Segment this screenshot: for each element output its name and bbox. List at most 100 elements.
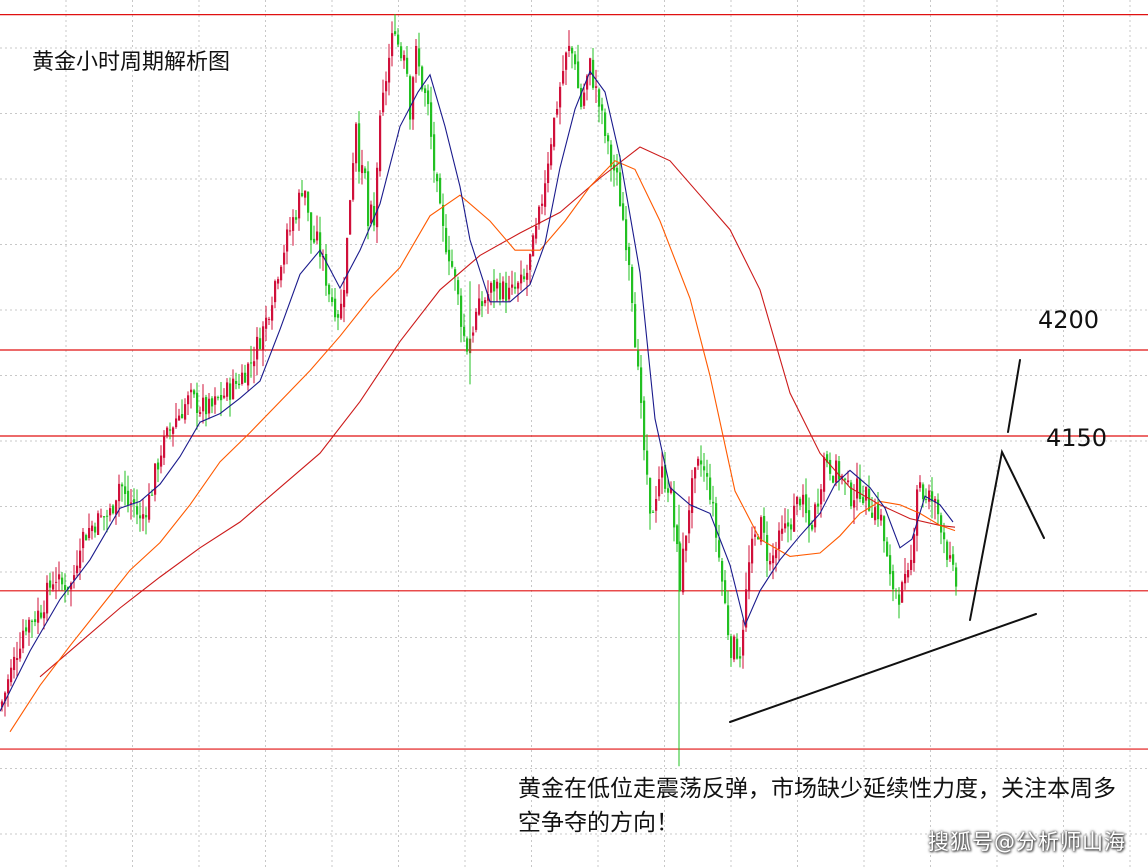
candle-body [754, 534, 757, 537]
candle-body [268, 318, 271, 320]
candle-body [760, 517, 763, 542]
candle-body [262, 326, 265, 350]
candle-body [40, 612, 43, 618]
candle-body [715, 503, 718, 538]
candle-body [772, 555, 775, 564]
candle-body [694, 467, 697, 479]
candle-body [310, 212, 313, 241]
candle-body [559, 86, 562, 108]
candle-body [43, 612, 46, 619]
candle-body [49, 580, 52, 588]
candle-body [568, 45, 571, 52]
candle-body [403, 55, 406, 61]
candle-body [532, 235, 535, 257]
candle-body [463, 326, 466, 336]
candle-body [499, 282, 502, 300]
candle-body [757, 537, 760, 540]
candle-body [136, 506, 139, 515]
candle-body [64, 585, 67, 590]
candle-body [211, 398, 214, 407]
candle-body [13, 656, 16, 671]
candle-body [526, 272, 529, 280]
candle-body [931, 491, 934, 502]
candle-body [4, 692, 7, 702]
candle-body [205, 397, 208, 415]
candle-body [97, 513, 100, 535]
candle-body [616, 167, 619, 173]
candle-body [199, 412, 202, 415]
candle-body [490, 283, 493, 293]
candle-body [343, 290, 346, 308]
candle-body [670, 487, 673, 493]
candle-body [523, 276, 526, 280]
candle-body [10, 667, 13, 683]
candle-body [886, 541, 889, 557]
candle-body [733, 636, 736, 660]
candle-body [406, 57, 409, 74]
candle-body [397, 34, 400, 45]
candle-body [28, 619, 31, 633]
candle-body [736, 638, 739, 659]
candle-body [256, 336, 259, 360]
candle-body [94, 526, 97, 533]
candle-body [331, 297, 334, 302]
candle-body [610, 144, 613, 167]
candle-body [793, 505, 796, 532]
candle-body [280, 266, 283, 281]
candle-body [646, 450, 649, 475]
candle-body [430, 102, 433, 137]
candle-body [22, 630, 25, 649]
candle-body [709, 477, 712, 500]
candle-body [355, 123, 358, 164]
candle-body [817, 503, 820, 507]
candle-body [247, 363, 250, 386]
candle-body [175, 418, 178, 428]
candle-body [625, 219, 628, 251]
candle-body [922, 484, 925, 500]
candle-body [808, 510, 811, 526]
candle-body [874, 507, 877, 521]
support-trendline [729, 613, 1037, 723]
candle-body [316, 231, 319, 241]
candle-body [871, 512, 874, 518]
candle-body [319, 232, 322, 257]
candle-body [946, 541, 949, 560]
candle-body [394, 31, 397, 35]
candle-body [853, 500, 856, 508]
candle-body [895, 590, 898, 592]
candle-body [565, 52, 568, 70]
candle-body [844, 478, 847, 480]
candle-body [700, 460, 703, 465]
candle-body [607, 135, 610, 142]
candle-body [190, 389, 193, 393]
candle-body [178, 415, 181, 421]
candle-body [682, 548, 685, 593]
candle-body [649, 477, 652, 514]
candle-body [643, 400, 646, 451]
candle-body [799, 498, 802, 506]
candle-body [475, 311, 478, 330]
candle-body [217, 397, 220, 399]
candle-body [598, 89, 601, 107]
candle-body [370, 204, 373, 224]
candle-body [91, 525, 94, 532]
candle-body [325, 253, 328, 286]
candle-body [295, 217, 298, 220]
candle-body [457, 280, 460, 295]
candle-body [892, 570, 895, 590]
candle-body [814, 504, 817, 528]
candle-body [544, 183, 547, 207]
candle-body [787, 522, 790, 527]
candle-body [460, 295, 463, 327]
candle-body [163, 436, 166, 458]
candle-body [253, 361, 256, 367]
candle-body [907, 570, 910, 578]
candle-body [109, 508, 112, 516]
candle-body [784, 523, 787, 529]
candle-body [529, 254, 532, 270]
candle-body [466, 338, 469, 352]
candle-body [382, 92, 385, 113]
candle-body [673, 491, 676, 528]
candle-body [706, 473, 709, 477]
